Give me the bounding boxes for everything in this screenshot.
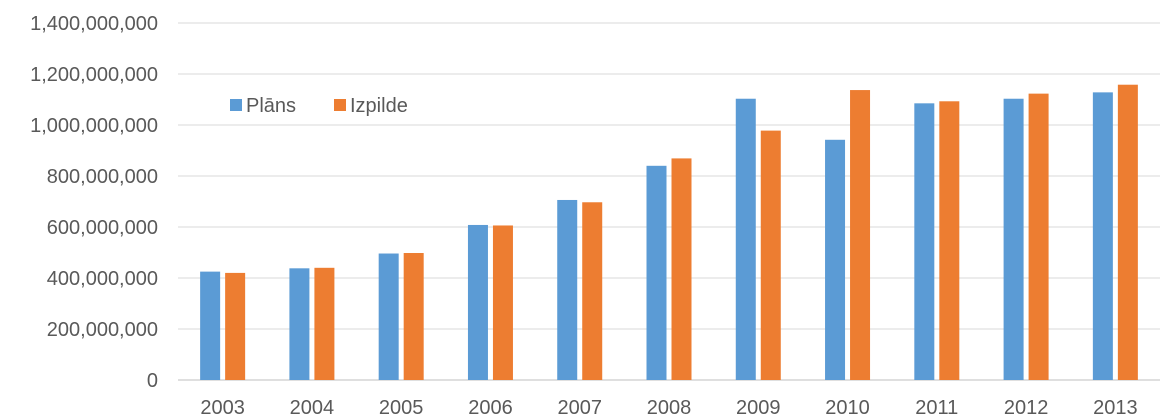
- x-tick-label: 2008: [647, 397, 692, 419]
- y-tick-label: 800,000,000: [47, 166, 158, 188]
- legend-swatch-plans: [230, 99, 242, 111]
- gridlines: [178, 22, 1160, 381]
- bar-plans-2004: [289, 268, 310, 380]
- x-tick-label: 2004: [290, 397, 335, 419]
- bar-plans-2010: [825, 139, 846, 380]
- bar-plans-2011: [914, 103, 935, 380]
- bar-plans-2012: [1003, 98, 1024, 381]
- y-tick-label: 0: [147, 370, 158, 392]
- bar-plans-2007: [557, 199, 578, 380]
- legend-label-izpilde: Izpilde: [350, 95, 408, 117]
- bars-group: [200, 84, 1138, 381]
- x-tick-label: 2009: [736, 397, 781, 419]
- y-tick-label: 200,000,000: [47, 319, 158, 341]
- legend: Plāns Izpilde: [230, 95, 408, 117]
- bar-izpilde-2013: [1117, 84, 1138, 381]
- x-tick-label: 2003: [200, 397, 245, 419]
- bar-plans-2013: [1092, 92, 1113, 381]
- bar-izpilde-2007: [582, 202, 603, 380]
- y-tick-label: 1,000,000,000: [30, 115, 158, 137]
- x-tick-label: 2010: [825, 397, 870, 419]
- bar-plans-2008: [646, 165, 667, 380]
- y-tick-label: 1,200,000,000: [30, 64, 158, 86]
- bar-izpilde-2006: [492, 225, 513, 380]
- x-tick-label: 2012: [1004, 397, 1049, 419]
- x-axis: 2003 2004 2005 2006 2007 2008 2009 2010 2011 2012…: [200, 397, 1137, 419]
- x-tick-label: 2011: [915, 397, 958, 419]
- bar-izpilde-2010: [850, 90, 871, 380]
- bar-plans-2005: [378, 253, 399, 380]
- x-tick-label: 2006: [468, 397, 513, 419]
- x-tick-label: 2013: [1093, 397, 1138, 419]
- y-tick-label: 1,400,000,000: [30, 13, 158, 35]
- legend-swatch-izpilde: [334, 99, 346, 111]
- bar-izpilde-2003: [225, 272, 246, 380]
- bar-izpilde-2008: [671, 158, 692, 380]
- bar-plans-2009: [735, 98, 756, 381]
- bar-izpilde-2004: [314, 267, 335, 380]
- bar-izpilde-2005: [403, 253, 424, 380]
- y-tick-label: 400,000,000: [47, 268, 158, 290]
- y-axis: 0 200,000,000 400,000,000 600,000,000 800,00…: [30, 13, 158, 392]
- y-tick-label: 600,000,000: [47, 217, 158, 239]
- legend-label-plans: Plāns: [246, 95, 296, 117]
- bar-izpilde-2009: [760, 130, 781, 380]
- bar-izpilde-2011: [939, 101, 960, 380]
- bar-plans-2003: [200, 271, 221, 380]
- x-tick-label: 2005: [379, 397, 424, 419]
- bar-plans-2006: [467, 224, 488, 380]
- x-tick-label: 2007: [557, 397, 602, 419]
- bar-izpilde-2012: [1028, 93, 1049, 380]
